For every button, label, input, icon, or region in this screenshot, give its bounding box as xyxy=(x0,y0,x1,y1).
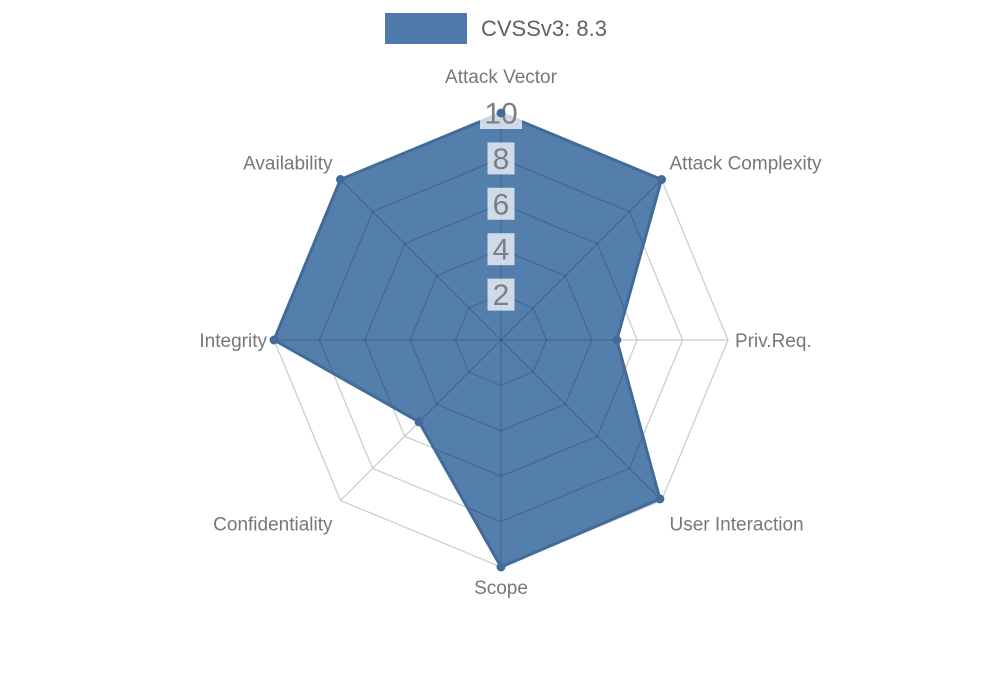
data-point-dot xyxy=(655,494,665,504)
radar-series-fill xyxy=(274,113,662,567)
data-point-dot xyxy=(496,108,506,118)
data-point-dot xyxy=(414,417,424,427)
data-point-dot xyxy=(612,335,622,345)
axis-label-integrity: Integrity xyxy=(199,331,267,352)
tick-label: 6 xyxy=(493,188,510,221)
axis-label-user-interaction: User Interaction xyxy=(670,515,804,536)
data-point-dot xyxy=(269,335,279,345)
legend-label: CVSSv3: 8.3 xyxy=(481,16,607,41)
axis-label-scope: Scope xyxy=(474,578,528,599)
tick-backdrop xyxy=(487,278,515,311)
axis-label-attack-vector: Attack Vector xyxy=(445,67,558,88)
axis-label-attack-complexity: Attack Complexity xyxy=(670,154,823,175)
data-point-dot xyxy=(657,175,666,184)
radial-tick-labels: 246810 xyxy=(480,97,522,312)
tick-label: 4 xyxy=(493,234,510,267)
legend-swatch xyxy=(385,13,467,44)
tick-label: 8 xyxy=(493,143,510,176)
tick-backdrop xyxy=(487,142,515,175)
chart-legend-item[interactable]: CVSSv3: 8.3 xyxy=(385,13,607,44)
tick-backdrop xyxy=(487,233,515,266)
tick-backdrop xyxy=(487,187,515,220)
axis-label-confidentiality: Confidentiality xyxy=(213,515,333,536)
axis-label-availability: Availability xyxy=(243,154,333,175)
tick-label: 2 xyxy=(493,279,510,312)
radar-points xyxy=(269,108,666,572)
axis-label-priv-req: Priv.Req. xyxy=(735,331,812,352)
axis-labels: Attack Vector Attack Complexity Priv.Req. U… xyxy=(199,67,822,599)
data-point-dot xyxy=(496,562,506,572)
data-point-dot xyxy=(336,175,345,184)
